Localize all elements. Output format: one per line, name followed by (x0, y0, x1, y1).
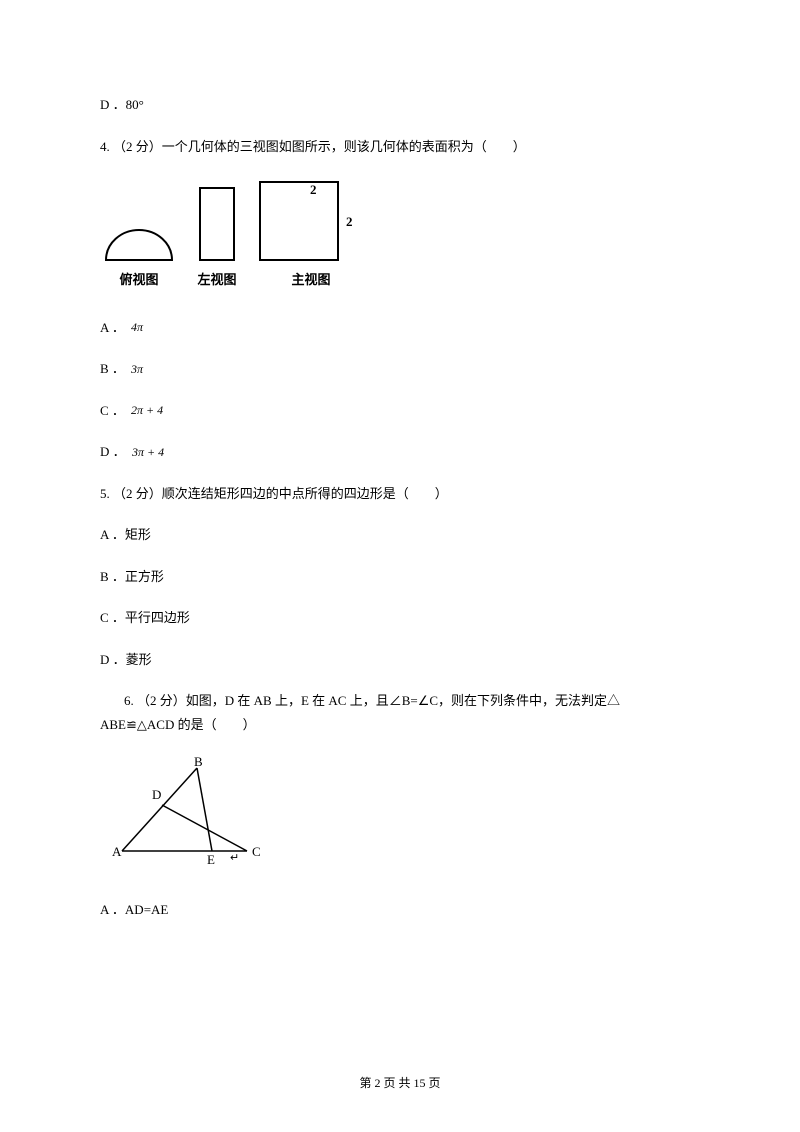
dim-label-top: 2 (310, 182, 317, 197)
left-rect-icon (196, 184, 238, 264)
math-4pi-icon: 4π (131, 320, 159, 334)
q4-optB-prefix: B ． (100, 359, 125, 379)
label-C: C (252, 844, 261, 859)
q4-text: 4. （2 分）一个几何体的三视图如图所示，则该几何体的表面积为（ ） (100, 137, 700, 157)
math-2pi4-icon: 2π + 4 (131, 403, 181, 417)
q6-option-a: A ．AD=AE (100, 900, 700, 920)
q6-optA-text: A ．AD=AE (100, 902, 168, 917)
q5-text: 5. （2 分）顺次连结矩形四边的中点所得的四边形是（ ） (100, 484, 700, 504)
front-rect-icon: 2 2 (256, 178, 366, 264)
svg-text:3π + 4: 3π + 4 (132, 445, 164, 459)
q4-optC-prefix: C ． (100, 401, 125, 421)
q4-option-a: A ． 4π (100, 318, 700, 338)
q4-optD-prefix: D ． (100, 442, 126, 462)
q5-option-d: D ．菱形 (100, 650, 700, 670)
page-footer: 第 2 页 共 15 页 (0, 1074, 800, 1092)
q5-option-b: B ．正方形 (100, 567, 700, 587)
q4-optA-prefix: A ． (100, 318, 125, 338)
q4-option-d: D ． 3π + 4 (100, 442, 700, 462)
left-view-label: 左视图 (197, 270, 236, 290)
dim-label-side: 2 (346, 214, 353, 229)
label-E: E (207, 852, 215, 866)
q5-option-a: A ．矩形 (100, 525, 700, 545)
svg-text:3π: 3π (131, 362, 144, 376)
q6-line2-text: ABE≌△ACD 的是（ ） (100, 717, 256, 732)
q3-option-d-text: D ．80° (100, 97, 144, 112)
q5-question-text: 5. （2 分）顺次连结矩形四边的中点所得的四边形是（ ） (100, 486, 448, 501)
label-B: B (194, 756, 203, 769)
q3-option-d: D ．80° (100, 95, 700, 115)
q6-line2: ABE≌△ACD 的是（ ） (100, 715, 700, 735)
q6-line1: 6. （2 分）如图，D 在 AB 上，E 在 AC 上，且∠B=∠C，则在下列… (100, 691, 700, 711)
triangle-icon: A B C D E ↵ (112, 756, 282, 866)
top-view-label: 俯视图 (119, 270, 158, 290)
front-view-block: 2 2 主视图 (256, 178, 366, 290)
q4-option-c: C ． 2π + 4 (100, 401, 700, 421)
q5-optB-text: B ．正方形 (100, 569, 164, 584)
q4-option-b: B ． 3π (100, 359, 700, 379)
q5-optA-text: A ．矩形 (100, 527, 151, 542)
label-tick: ↵ (230, 852, 239, 864)
q6-line1-text: 6. （2 分）如图，D 在 AB 上，E 在 AC 上，且∠B=∠C，则在下列… (124, 693, 620, 708)
math-3pi4-icon: 3π + 4 (132, 445, 182, 459)
left-view-block: 左视图 (196, 184, 238, 290)
q5-optC-text: C ．平行四边形 (100, 610, 190, 625)
label-A: A (112, 844, 122, 859)
semicircle-icon (100, 222, 178, 264)
q4-question-text: 4. （2 分）一个几何体的三视图如图所示，则该几何体的表面积为（ ） (100, 139, 526, 154)
svg-text:4π: 4π (131, 320, 144, 334)
q5-optD-text: D ．菱形 (100, 652, 152, 667)
q6-diagram: A B C D E ↵ (112, 756, 700, 872)
front-view-label: 主视图 (291, 270, 330, 290)
svg-text:2π + 4: 2π + 4 (131, 403, 163, 417)
q4-diagram: 俯视图 左视图 2 2 主视图 (100, 178, 700, 290)
top-view-block: 俯视图 (100, 222, 178, 290)
math-3pi-icon: 3π (131, 362, 159, 376)
q5-option-c: C ．平行四边形 (100, 608, 700, 628)
footer-text: 第 2 页 共 15 页 (359, 1076, 440, 1090)
label-D: D (152, 787, 161, 802)
